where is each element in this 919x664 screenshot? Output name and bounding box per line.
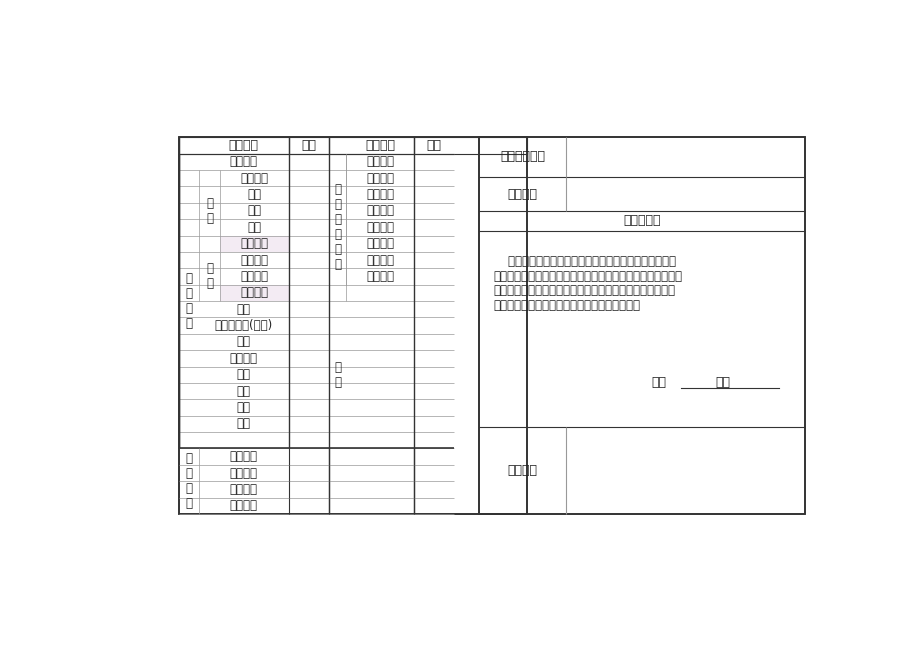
Text: 语
文: 语 文 xyxy=(206,197,213,225)
Text: 在老师眼里，你是一个比较聪明的女孩，活泼可爱。你: 在老师眼里，你是一个比较聪明的女孩，活泼可爱。你 xyxy=(493,255,675,268)
Text: 信息技术: 信息技术 xyxy=(230,352,257,365)
Bar xyxy=(479,137,804,514)
Text: 评价内容: 评价内容 xyxy=(365,139,394,151)
Bar xyxy=(221,285,289,301)
Text: 劳动: 劳动 xyxy=(236,418,250,430)
Text: 班队活动: 班队活动 xyxy=(230,450,257,463)
Text: 说话: 说话 xyxy=(247,221,261,234)
Text: 劳动素质: 劳动素质 xyxy=(366,205,393,217)
Text: 审美能力: 审美能力 xyxy=(366,270,393,283)
Text: 美术: 美术 xyxy=(236,401,250,414)
Text: 些，心胸开阔些，你会是一个更加优秀的学生。: 些，心胸开阔些，你会是一个更加优秀的学生。 xyxy=(493,299,640,312)
Text: 签名: 签名 xyxy=(651,376,666,389)
Text: 学
科
课
程: 学 科 课 程 xyxy=(185,272,192,330)
Text: 写字: 写字 xyxy=(247,205,261,217)
Text: 尊敬师长，友爱同学，乐于为大家服务，学习上你自觉认真，: 尊敬师长，友爱同学，乐于为大家服务，学习上你自觉认真， xyxy=(493,270,682,283)
Bar xyxy=(178,137,527,514)
Text: 勤奋学习: 勤奋学习 xyxy=(366,188,393,201)
Bar xyxy=(479,137,804,514)
Text: 金姐: 金姐 xyxy=(714,376,730,389)
Text: 作业工整认真。老师和同学们都很喜欢你。要是你胆子放大: 作业工整认真。老师和同学们都很喜欢你。要是你胆子放大 xyxy=(493,284,675,297)
Text: 特
长: 特 长 xyxy=(334,361,341,388)
Text: 活
动
课
程: 活 动 课 程 xyxy=(185,452,192,510)
Text: 思想道德: 思想道德 xyxy=(366,155,393,168)
Text: 作文: 作文 xyxy=(247,188,261,201)
Text: 数
学: 数 学 xyxy=(206,262,213,290)
Text: 特别表现记载: 特别表现记载 xyxy=(500,150,545,163)
Text: 科学: 科学 xyxy=(236,335,250,349)
Text: 体育: 体育 xyxy=(236,384,250,398)
Text: 创造能力: 创造能力 xyxy=(366,221,393,234)
Text: 文明守纪: 文明守纪 xyxy=(366,172,393,185)
Text: 英语: 英语 xyxy=(236,303,250,315)
Text: 基础知识: 基础知识 xyxy=(240,254,268,266)
Text: 奖惩情况: 奖惩情况 xyxy=(507,464,537,477)
Text: 综
合
开
发
项
目: 综 合 开 发 项 目 xyxy=(334,183,341,272)
Text: 基础知识: 基础知识 xyxy=(240,172,268,185)
Text: 品德与社会(生活): 品德与社会(生活) xyxy=(214,319,272,332)
Text: 思想品德: 思想品德 xyxy=(230,155,257,168)
Text: 音乐: 音乐 xyxy=(236,369,250,381)
Text: 应用能力: 应用能力 xyxy=(240,270,268,283)
Text: 班主任寄语: 班主任寄语 xyxy=(622,214,660,228)
Bar xyxy=(221,236,289,252)
Text: 等级: 等级 xyxy=(426,139,441,151)
Text: 体育锻炼: 体育锻炼 xyxy=(230,499,257,512)
Text: 生活技能: 生活技能 xyxy=(366,237,393,250)
Text: 出勤情况: 出勤情况 xyxy=(507,187,537,201)
Bar xyxy=(178,137,527,514)
Text: 身体素质: 身体素质 xyxy=(366,254,393,266)
Text: 期末成绩: 期末成绩 xyxy=(240,286,268,299)
Text: 课外阅读: 课外阅读 xyxy=(230,467,257,479)
Text: 文娱活动: 文娱活动 xyxy=(230,483,257,496)
Bar xyxy=(178,137,527,153)
Text: 等级: 等级 xyxy=(301,139,316,151)
Text: 期末成绩: 期末成绩 xyxy=(240,237,268,250)
Text: 评价内容: 评价内容 xyxy=(229,139,258,151)
